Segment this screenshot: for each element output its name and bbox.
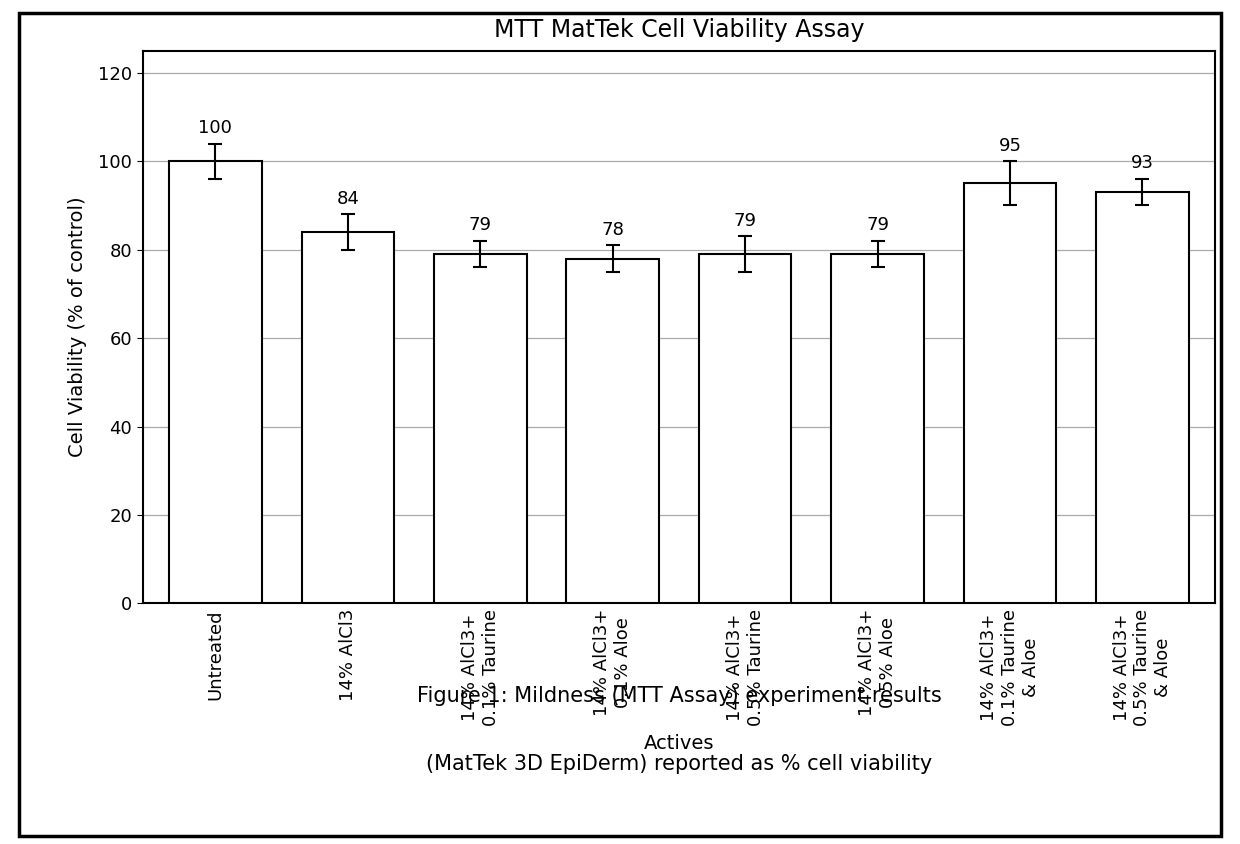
Bar [169,161,262,603]
Text: Figure 1: Mildness (MTT Assay) experiment results: Figure 1: Mildness (MTT Assay) experimen… [417,686,942,706]
Text: 93: 93 [1131,154,1154,172]
Title: MTT MatTek Cell Viability Assay: MTT MatTek Cell Viability Assay [494,18,864,41]
Text: 84: 84 [336,190,360,208]
Bar [434,254,527,603]
Text: (MatTek 3D EpiDerm) reported as % cell viability: (MatTek 3D EpiDerm) reported as % cell v… [427,754,932,774]
X-axis label: Actives: Actives [644,734,714,754]
Bar [831,254,924,603]
Text: 79: 79 [734,212,756,230]
Text: 79: 79 [866,216,889,234]
Text: 78: 78 [601,220,624,239]
Bar [567,258,658,603]
Bar [1096,192,1189,603]
Text: 100: 100 [198,119,232,137]
Bar [301,232,394,603]
Bar [963,183,1056,603]
Y-axis label: Cell Viability (% of control): Cell Viability (% of control) [68,197,87,457]
Text: 79: 79 [469,216,492,234]
Bar [699,254,791,603]
Text: 95: 95 [998,137,1022,154]
